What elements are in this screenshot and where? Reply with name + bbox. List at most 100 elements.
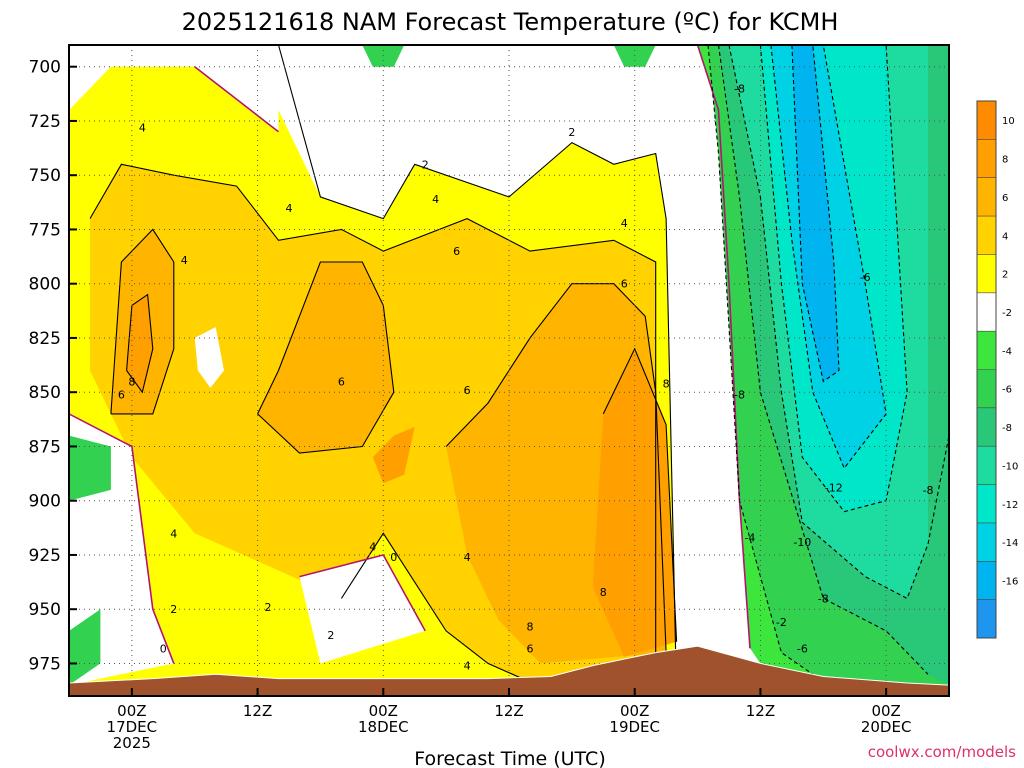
terrain-surface: [69, 645, 949, 696]
contour-label: -10: [793, 536, 811, 549]
colorbar-label: -4: [1002, 346, 1012, 357]
temperature-region: [257, 262, 394, 453]
contour-label: -8: [923, 484, 934, 497]
x-tick-label: 17DEC: [107, 718, 158, 736]
x-tick-label: 00Z: [369, 702, 398, 720]
colorbar-label: -10: [1002, 461, 1018, 472]
isotherm-line: [759, 45, 908, 513]
contour-label: 0: [160, 642, 167, 655]
colorbar-swatch: [977, 407, 996, 447]
contour-label: 4: [181, 254, 188, 267]
contour-label: 6: [526, 642, 533, 655]
contour-label: 2: [265, 601, 272, 614]
x-tick-label: 20DEC: [861, 718, 912, 736]
contour-label: -12: [825, 482, 843, 495]
y-axis: 700 725 750 775 800 825 850 875 900 925 950 975: [29, 58, 77, 674]
contour-label: 2: [327, 629, 334, 642]
contour-label: 6: [464, 384, 471, 397]
colorbar-label: -12: [1002, 500, 1018, 511]
contour-label: -8: [818, 592, 829, 605]
y-tick-label: 725: [29, 112, 61, 132]
temperature-region: [69, 45, 279, 132]
colorbar-swatch: [977, 484, 996, 524]
temperature-region: [687, 45, 750, 649]
y-tick-label: 925: [29, 546, 61, 566]
colorbar-swatch: [977, 369, 996, 409]
colorbar-swatch: [977, 599, 996, 639]
colorbar-label: 4: [1002, 231, 1008, 242]
contour-label: 8: [128, 375, 135, 388]
watermark-credit: coolwx.com/models: [868, 743, 1016, 761]
isotherm-line: [89, 163, 657, 696]
y-tick-label: 700: [29, 58, 61, 78]
temperature-region: [69, 609, 101, 686]
x-tick-label: 19DEC: [609, 718, 660, 736]
x-tick-label: 00Z: [871, 702, 900, 720]
contour-label: 4: [369, 540, 376, 553]
contour-label: 4: [621, 217, 628, 230]
contour-label: 4: [139, 121, 146, 134]
colorbar-swatch: [977, 331, 996, 370]
isotherm-line: [770, 45, 887, 470]
isotherm-line: [126, 293, 154, 394]
colorbar-label: -2: [1002, 308, 1012, 319]
temperature-region: [194, 327, 224, 388]
y-tick-label: 850: [29, 383, 61, 403]
contour-label: -4: [744, 532, 755, 545]
temperature-region: [372, 426, 415, 484]
x-tick-label: 12Z: [494, 702, 523, 720]
y-tick-label: 750: [29, 166, 61, 186]
x-tick-label: 12Z: [746, 702, 775, 720]
x-axis-label: Forecast Time (UTC): [414, 748, 605, 768]
x-tick-label: 12Z: [243, 702, 272, 720]
colorbar-swatch: [977, 292, 996, 332]
isotherm-line: [717, 45, 929, 675]
contour-label: 0: [390, 551, 397, 564]
y-tick-label: 875: [29, 437, 61, 457]
contour-label: 2: [568, 126, 575, 139]
colorbar-label: 10: [1002, 116, 1015, 127]
x-tick-label: 18DEC: [358, 718, 409, 736]
colorbar-label: -16: [1002, 576, 1018, 587]
contour-label: 6: [338, 375, 345, 388]
contour-label: 8: [526, 621, 533, 634]
colorbar-swatch: [977, 101, 996, 140]
isotherm-line: [110, 228, 175, 415]
colorbar-label: 6: [1002, 193, 1008, 204]
contour-label: -8: [734, 82, 745, 95]
y-tick-label: 900: [29, 492, 61, 512]
colorbar-label: -14: [1002, 538, 1018, 549]
colorbar: 10 8 6 4 2 -2 -4 -6 -8 -10 -12 -14 -16: [976, 100, 1018, 639]
isotherm-line: [277, 45, 678, 696]
colorbar-swatch: [977, 446, 996, 486]
isotherm-line: [445, 283, 667, 653]
colorbar-label: 8: [1002, 155, 1008, 166]
contour-label: 8: [600, 586, 607, 599]
contour-label: 2: [422, 158, 429, 171]
contour-label: 4: [464, 551, 471, 564]
colorbar-swatch: [977, 177, 996, 217]
colorbar-label: -8: [1002, 423, 1012, 434]
x-tick-label: 00Z: [620, 702, 649, 720]
contour-label: 8: [663, 378, 670, 391]
contour-label: 4: [286, 202, 293, 215]
temperature-region: [69, 435, 111, 501]
contour-label: 6: [118, 388, 125, 401]
contour-label: 4: [464, 660, 471, 673]
colorbar-swatch: [977, 561, 996, 601]
x-tick-label: 2025: [113, 734, 151, 752]
contour-label: -8: [734, 388, 745, 401]
colorbar-swatch: [977, 216, 996, 255]
contour-label: 4: [170, 527, 177, 540]
isotherm-line: [69, 413, 175, 664]
contour-label: -6: [860, 271, 871, 284]
contour-label: 6: [453, 245, 460, 258]
colorbar-label: 2: [1002, 270, 1008, 281]
contour-label: 2: [170, 603, 177, 616]
y-tick-label: 975: [29, 654, 61, 674]
y-tick-label: 775: [29, 220, 61, 240]
chart-title: 2025121618 NAM Forecast Temperature (ºC)…: [182, 8, 839, 36]
